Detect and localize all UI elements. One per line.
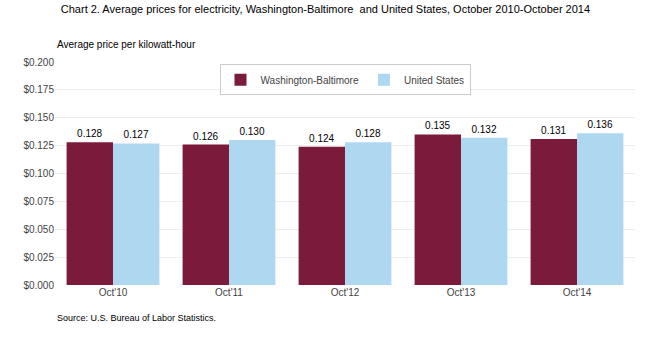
svg-text:0.131: 0.131 [541,125,566,136]
svg-text:0.135: 0.135 [425,120,450,131]
svg-text:$0.100: $0.100 [23,168,54,179]
svg-text:0.126: 0.126 [193,131,218,142]
svg-text:$0.125: $0.125 [23,140,54,151]
svg-text:Oct'13: Oct'13 [447,287,476,298]
svg-text:Chart 2. Average prices for el: Chart 2. Average prices for electricity,… [61,3,590,15]
svg-text:0.128: 0.128 [355,128,380,139]
svg-text:$0.175: $0.175 [23,84,54,95]
svg-text:$0.000: $0.000 [23,280,54,291]
svg-text:0.127: 0.127 [123,129,148,140]
svg-text:0.136: 0.136 [587,119,612,130]
svg-text:$0.200: $0.200 [23,57,54,68]
svg-text:Oct'10: Oct'10 [99,287,128,298]
svg-text:Oct'12: Oct'12 [331,287,360,298]
svg-text:Oct'11: Oct'11 [215,287,243,298]
svg-text:0.124: 0.124 [309,133,334,144]
svg-text:Oct'14: Oct'14 [563,287,592,298]
svg-text:0.130: 0.130 [239,126,264,137]
svg-text:Washington-Baltimore: Washington-Baltimore [261,75,359,86]
svg-text:$0.150: $0.150 [23,112,54,123]
svg-text:Source: U.S. Bureau of Labor S: Source: U.S. Bureau of Labor Statistics. [57,313,216,323]
svg-text:$0.075: $0.075 [23,196,54,207]
svg-text:0.132: 0.132 [471,124,496,135]
svg-text:$0.025: $0.025 [23,252,54,263]
svg-text:0.128: 0.128 [77,128,102,139]
svg-text:United States: United States [404,75,464,86]
svg-text:Average price per kilowatt-hou: Average price per kilowatt-hour [57,39,196,50]
svg-text:$0.050: $0.050 [23,224,54,235]
